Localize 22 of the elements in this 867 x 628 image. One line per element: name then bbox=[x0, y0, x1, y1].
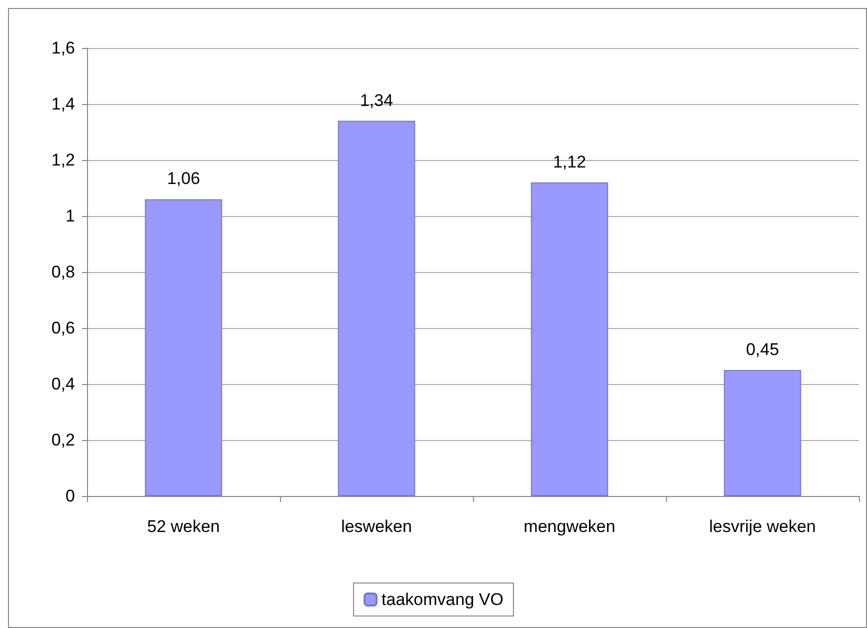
data-label: 0,45 bbox=[746, 340, 780, 359]
legend-label: taakomvang VO bbox=[382, 590, 504, 609]
y-tick-label: 1 bbox=[66, 206, 75, 226]
y-tick-label: 0,6 bbox=[51, 318, 75, 338]
y-tick-label: 0 bbox=[66, 486, 75, 506]
y-tick-label: 1,4 bbox=[51, 94, 75, 114]
y-tick-label: 1,6 bbox=[51, 38, 75, 58]
bar bbox=[144, 199, 222, 496]
bar bbox=[724, 370, 802, 496]
x-tick-label: lesweken bbox=[341, 517, 412, 536]
data-label: 1,06 bbox=[166, 169, 200, 188]
x-tick-label: lesvrije weken bbox=[709, 517, 816, 536]
y-tick-label: 0,2 bbox=[51, 430, 75, 450]
data-label: 1,34 bbox=[360, 90, 394, 110]
y-tick-label: 1,2 bbox=[51, 150, 75, 170]
bar bbox=[530, 182, 608, 496]
y-tick-label: 0,4 bbox=[51, 374, 75, 394]
x-tick-label: 52 weken bbox=[147, 517, 220, 536]
data-label: 1,12 bbox=[552, 152, 586, 172]
bar bbox=[338, 120, 416, 496]
x-tick-label: mengweken bbox=[524, 517, 616, 536]
y-tick-label: 0,8 bbox=[51, 262, 75, 282]
